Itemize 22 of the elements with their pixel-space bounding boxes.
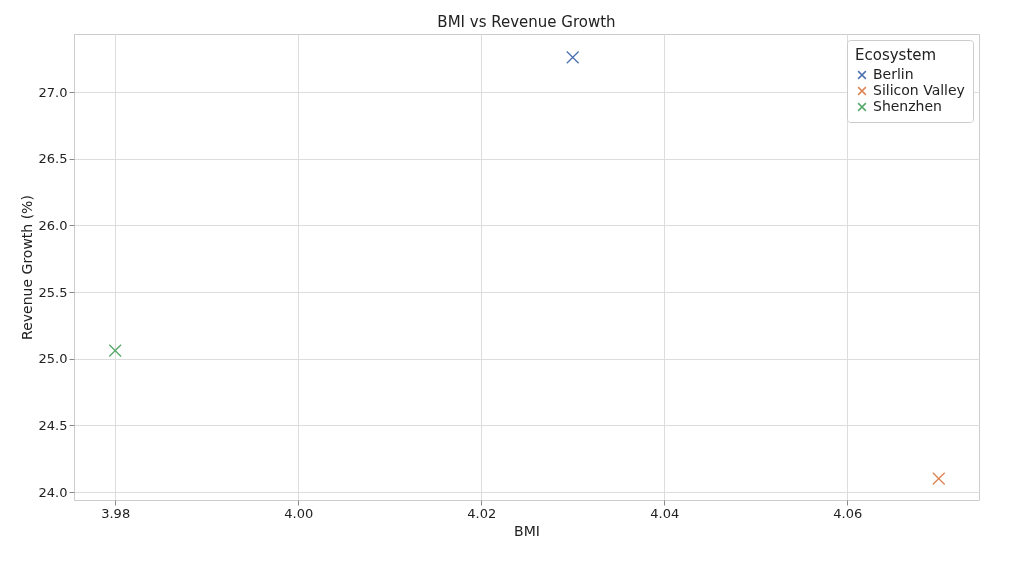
y-tick-label: 25.5 xyxy=(38,284,68,300)
y-axis-title: Revenue Growth (%) xyxy=(18,195,35,340)
x-tick-label: 4.00 xyxy=(284,505,314,521)
point xyxy=(566,50,580,64)
legend-label: Silicon Valley xyxy=(873,82,965,98)
x-tick-label: 4.06 xyxy=(833,505,863,521)
legend-label: Berlin xyxy=(873,66,914,82)
y-tick-label: 24.5 xyxy=(38,417,68,433)
x-tick-label: 4.04 xyxy=(650,505,680,521)
y-tick-label: 27.0 xyxy=(38,84,68,100)
chart-title: BMI vs Revenue Growth xyxy=(437,13,616,31)
legend-label: Shenzhen xyxy=(873,98,942,114)
y-tick-label: 24.0 xyxy=(38,484,68,500)
x-tick-label: 3.98 xyxy=(101,505,131,521)
x-tick-label: 4.02 xyxy=(467,505,497,521)
point xyxy=(108,344,122,358)
y-tick-label: 25.0 xyxy=(38,351,68,367)
y-tick-label: 26.5 xyxy=(38,151,68,167)
legend-title: Ecosystem xyxy=(855,46,937,64)
x-axis-title: BMI xyxy=(514,522,540,539)
point xyxy=(932,472,946,486)
y-tick-label: 26.0 xyxy=(38,217,68,233)
